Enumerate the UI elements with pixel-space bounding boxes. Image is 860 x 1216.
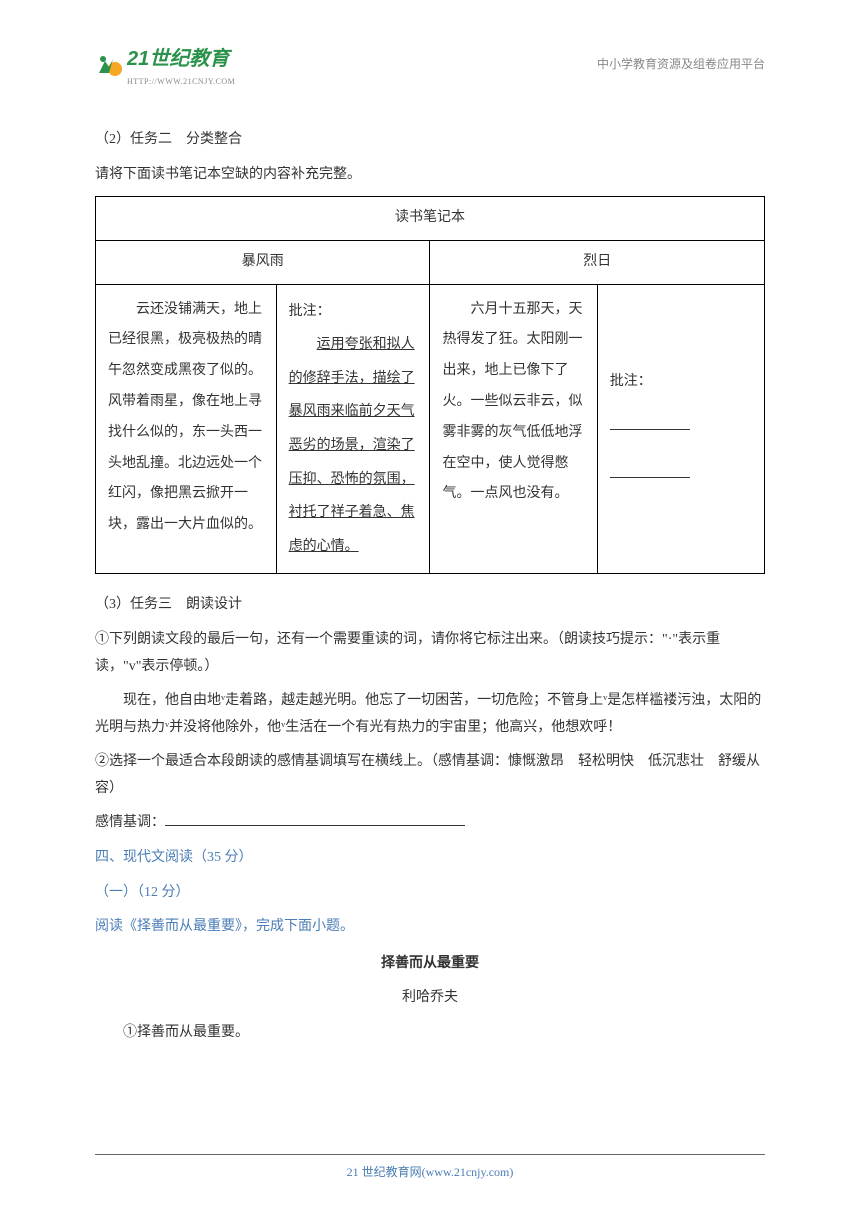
platform-label: 中小学教育资源及组卷应用平台 — [597, 53, 765, 76]
col-storm: 暴风雨 — [96, 240, 430, 284]
tone-blank[interactable] — [165, 825, 465, 826]
storm-text: 云还没铺满天，地上已经很黑，极亮极热的晴午忽然变成黑夜了似的。风带着雨星，像在地… — [108, 295, 264, 541]
footer-divider — [95, 1154, 765, 1155]
storm-annot-cell: 批注： 运用夸张和拟人的修辞手法，描绘了暴风雨来临前夕天气恶劣的场景，渲染了压抑… — [276, 284, 430, 574]
content: （2）任务二 分类整合 请将下面读书笔记本空缺的内容补充完整。 读书笔记本 暴风… — [95, 127, 765, 1046]
article-para1: ①择善而从最重要。 — [95, 1020, 765, 1047]
blank-line-2[interactable] — [610, 464, 690, 478]
task2-instruction: 请将下面读书笔记本空缺的内容补充完整。 — [95, 162, 765, 189]
article-title: 择善而从最重要 — [95, 951, 765, 978]
notebook-table: 读书笔记本 暴风雨 烈日 云还没铺满天，地上已经很黑，极亮极热的晴午忽然变成黑夜… — [95, 196, 765, 574]
logo: 21世纪教育 HTTP://WWW.21CNJY.COM — [95, 40, 235, 89]
table-title: 读书笔记本 — [96, 197, 765, 241]
page-header: 21世纪教育 HTTP://WWW.21CNJY.COM 中小学教育资源及组卷应… — [95, 40, 765, 97]
reading-passage: 现在，他自由地ᵛ走着路，越走越光明。他忘了一切困苦，一切危险；不管身上ᵛ是怎样褴… — [95, 688, 765, 741]
task3-label: （3）任务三 朗读设计 — [95, 592, 765, 619]
footer-text: 21 世纪教育网(www.21cnjy.com) — [347, 1165, 514, 1179]
task3-q2: ②选择一个最适合本段朗读的感情基调填写在横线上。（感情基调：慷慨激昂 轻松明快 … — [95, 749, 765, 802]
article-author: 利哈乔夫 — [95, 985, 765, 1012]
logo-icon — [95, 51, 123, 79]
storm-annotation: 运用夸张和拟人的修辞手法，描绘了暴风雨来临前夕天气恶劣的场景，渲染了压抑、恐怖的… — [289, 328, 418, 563]
sun-annot-cell: 批注： — [597, 284, 764, 574]
tone-label: 感情基调： — [95, 815, 165, 830]
sun-annot-label: 批注： — [610, 374, 652, 389]
sun-cell: 六月十五那天，天热得发了狂。太阳刚一出来，地上已像下了火。一些似云非云，似雾非雾… — [430, 284, 597, 574]
section4-subtitle: （一）（12 分） — [95, 880, 765, 907]
task2-label: （2）任务二 分类整合 — [95, 127, 765, 154]
blank-line-1[interactable] — [610, 416, 690, 430]
footer: 21 世纪教育网(www.21cnjy.com) — [0, 1154, 860, 1184]
task3-q1: ①下列朗读文段的最后一句，还有一个需要重读的词，请你将它标注出来。（朗读技巧提示… — [95, 627, 765, 680]
storm-annot-label: 批注： — [289, 295, 418, 329]
section4-title: 四、现代文阅读（35 分） — [95, 845, 765, 872]
tone-line: 感情基调： — [95, 810, 765, 837]
col-sun: 烈日 — [430, 240, 765, 284]
logo-text: 21世纪教育 — [127, 48, 229, 70]
logo-url: HTTP://WWW.21CNJY.COM — [127, 74, 235, 89]
section4-instruction: 阅读《择善而从最重要》，完成下面小题。 — [95, 914, 765, 941]
storm-cell: 云还没铺满天，地上已经很黑，极亮极热的晴午忽然变成黑夜了似的。风带着雨星，像在地… — [96, 284, 277, 574]
sun-text: 六月十五那天，天热得发了狂。太阳刚一出来，地上已像下了火。一些似云非云，似雾非雾… — [442, 295, 584, 511]
